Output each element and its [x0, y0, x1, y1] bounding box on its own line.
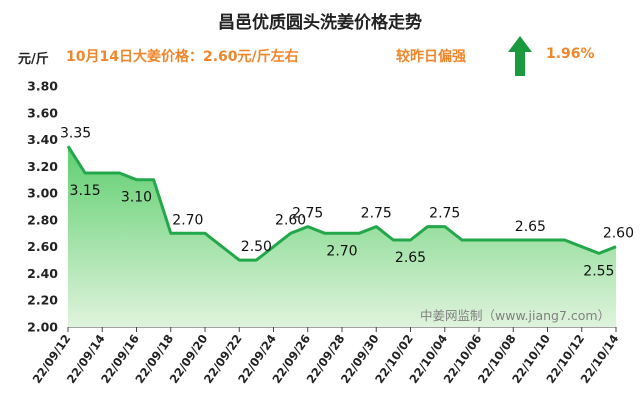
y-tick-label: 3.40 [27, 132, 58, 147]
up-arrow-icon [508, 36, 532, 76]
trend-percent: 1.96% [546, 46, 595, 62]
data-label: 2.70 [326, 243, 357, 259]
y-tick-label: 3.60 [27, 105, 58, 120]
y-tick-label: 2.60 [27, 239, 58, 254]
data-label: 3.35 [60, 125, 91, 141]
price-note: 10月14日大姜价格：2.60元/斤左右 [66, 49, 299, 65]
y-tick-label: 3.00 [27, 186, 58, 201]
y-tick-label: 3.80 [27, 79, 58, 94]
y-tick-label: 3.20 [27, 159, 58, 174]
data-label: 3.15 [70, 183, 101, 199]
price-area [68, 146, 616, 327]
y-tick-label: 2.80 [27, 212, 58, 227]
y-axis-unit: 元/斤 [18, 52, 49, 67]
data-label: 2.75 [292, 206, 323, 222]
y-tick-label: 2.20 [27, 293, 58, 308]
data-label: 2.55 [583, 263, 614, 279]
data-label: 2.60 [603, 226, 634, 242]
data-label: 3.10 [121, 190, 152, 206]
data-label: 2.60 [275, 212, 306, 228]
watermark: 中姜网监制（www.jiang7.com） [420, 308, 610, 323]
y-tick-label: 2.00 [27, 320, 58, 335]
trend-text: 较昨日偏强 [396, 49, 466, 65]
data-label: 2.75 [361, 206, 392, 222]
price-line [66, 145, 617, 262]
data-label: 2.75 [429, 206, 460, 222]
data-label: 2.70 [172, 212, 203, 228]
data-label: 2.65 [515, 219, 546, 235]
data-label: 2.65 [395, 250, 426, 266]
data-label: 2.50 [241, 239, 272, 255]
y-tick-label: 2.40 [27, 266, 58, 281]
chart-title: 昌邑优质圆头洗姜价格走势 [218, 13, 422, 33]
